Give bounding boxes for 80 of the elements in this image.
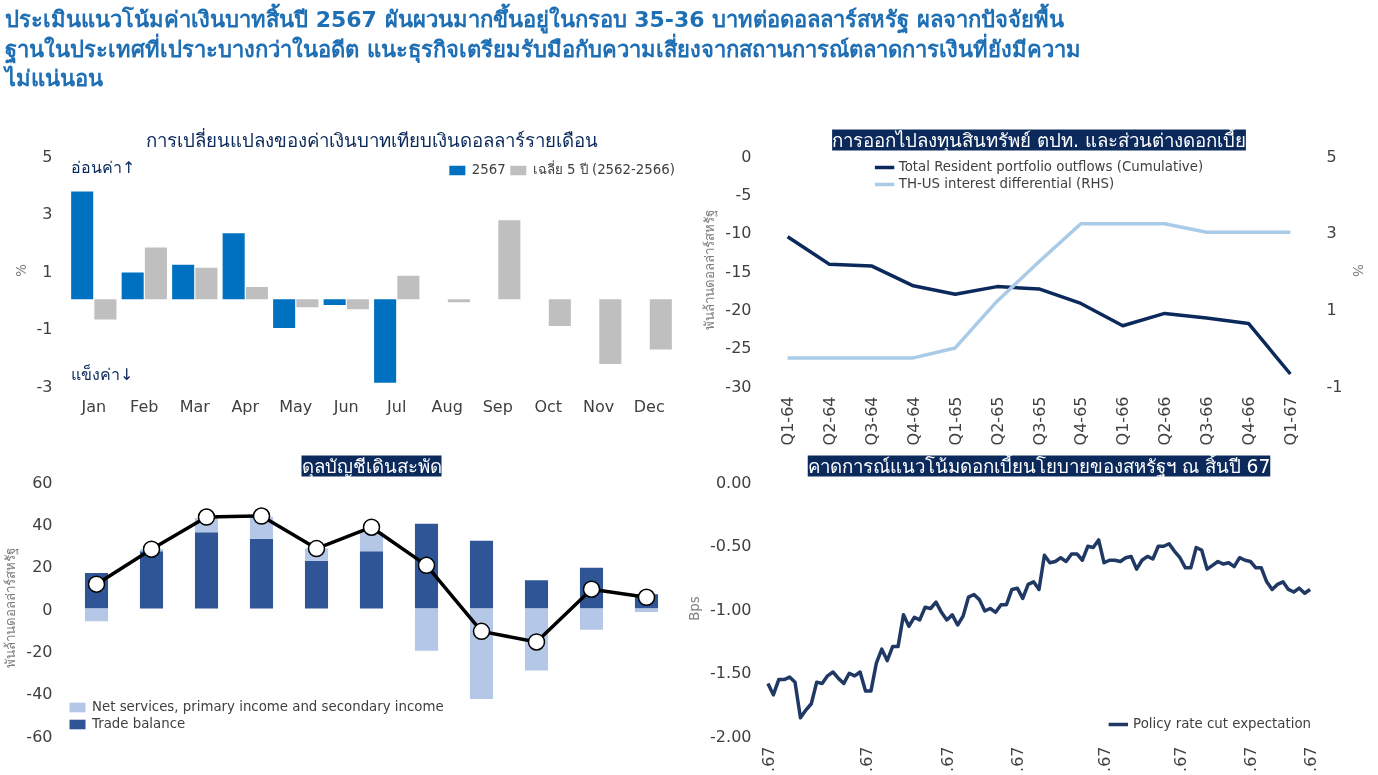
x-tick-label: May [279, 396, 313, 416]
chart-title: ดุลบัญชีเดินสะพัด [301, 455, 442, 479]
y2-axis-title: % [1350, 264, 1366, 277]
y-tick-label: -40 [26, 684, 53, 704]
text: ประเมินแนวโน้มค่าเงินบาทสิ้นปี 2567 ผันผวนมากขึ้นอยู่ในกรอบ 35-36 บาทต่อดอลลาร์สหรัฐ ผลจากปัจจัยพื้นฐานในประเทศที่เปราะบางกว่าในอดีต แนะธุรกิจเตรียมรับมือกับความเสี่ยงจากสถานการณ์ตลาดการเงินที่ยังมีความไม่แน่นอน [5, 5, 1082, 94]
legend-label: 2567 [471, 162, 506, 177]
y-tick-label: 20 [32, 557, 53, 577]
x-tick-label: Q3-65 [1029, 396, 1049, 446]
y-tick-label: 3 [42, 204, 53, 223]
y-tick-label: -60 [26, 726, 53, 746]
x-tick-label: Oct [534, 396, 563, 416]
x-tick-label: .67 [1301, 746, 1321, 772]
x-tick-label: .67 [937, 746, 957, 772]
y-tick-label: -3 [36, 376, 53, 396]
legend-label: TH-US interest differential (RHS) [898, 176, 1115, 191]
y-tick-label: -1.00 [710, 599, 752, 619]
x-tick-label: .67 [758, 746, 778, 772]
chart-title: คาดการณ์แนวโน้มดอกเบี้ยนโยบายของสหรัฐฯ ณ สิ้นปี 67 [807, 452, 1271, 478]
legend-label: Trade balance [92, 716, 186, 731]
y2-tick-label: -1 [1326, 376, 1343, 396]
y-axis-title: % [13, 264, 29, 277]
y-tick-label: 0.00 [715, 472, 752, 492]
y-tick-label: 60 [32, 472, 53, 492]
x-tick-label: Q3-64 [861, 396, 881, 446]
x-tick-label: Q1-67 [1280, 396, 1300, 446]
x-tick-label: Q2-65 [987, 396, 1007, 446]
x-tick-label: Q2-66 [1155, 396, 1175, 446]
x-tick-label: Q2-64 [820, 396, 840, 446]
x-tick-label: .67 [1241, 746, 1261, 772]
x-tick-label: Q1-64 [778, 396, 798, 446]
y-tick-label: -2.00 [710, 726, 752, 746]
x-tick-label: Jul [386, 396, 407, 416]
annotation: อ่อนค่า↑ [71, 157, 136, 177]
x-tick-label: Jan [80, 396, 107, 416]
legend-label: Total Resident portfolio outflows (Cumulative) [898, 159, 1204, 174]
x-tick-label: Jun [332, 396, 359, 416]
x-tick-label: Sep [482, 396, 513, 416]
x-tick-label: Dec [633, 396, 665, 416]
x-tick-label: Q1-65 [945, 396, 965, 446]
x-tick-label: .67 [1008, 746, 1028, 772]
x-tick-label: Q4-66 [1238, 396, 1258, 446]
y-axis-title: Bps [687, 596, 703, 621]
y-tick-label: -30 [725, 376, 752, 396]
y-tick-label: -1 [36, 319, 53, 338]
y2-tick-label: 3 [1326, 223, 1337, 243]
y-tick-label: -15 [725, 261, 752, 281]
y2-tick-label: 5 [1326, 146, 1337, 166]
legend-label: Policy rate cut expectation [1133, 716, 1311, 731]
x-tick-label: .67 [856, 746, 876, 772]
y-tick-label: 0 [42, 599, 53, 619]
y-tick-label: -10 [725, 223, 752, 243]
chart-title: การออกไปลงทุนสินทรัพย์ ตปท. และส่วนต่างดอกเบี้ย [832, 126, 1246, 153]
y-tick-label: -20 [725, 299, 752, 319]
y-tick-label: -1.50 [710, 663, 752, 682]
y2-tick-label: 1 [1326, 299, 1337, 319]
x-tick-label: Q4-65 [1071, 396, 1091, 446]
y-axis-title: พันล้านดอลล่าร์สหรัฐ [702, 210, 719, 331]
x-tick-label: Q3-66 [1197, 396, 1217, 446]
legend-label: เฉลี่ย 5 ปี (2562-2566) [532, 159, 675, 179]
x-tick-label: Mar [179, 396, 211, 416]
x-tick-label: .67 [1170, 746, 1190, 772]
y-tick-label: -25 [725, 338, 752, 358]
x-tick-label: Feb [130, 396, 159, 416]
x-tick-label: Aug [431, 396, 463, 416]
y-tick-label: -0.50 [710, 536, 752, 555]
x-tick-label: .67 [1095, 746, 1115, 772]
y-tick-label: -20 [26, 641, 53, 661]
x-tick-label: Q1-66 [1113, 396, 1133, 446]
x-tick-label: Nov [583, 396, 615, 416]
chart-title: การเปลี่ยนแปลงของค่าเงินบาทเทียบเงินดอลลาร์รายเดือน [145, 127, 598, 151]
y-axis-title: พันล้านดอลล่าร์สหรัฐ [3, 548, 20, 669]
x-tick-label: Q4-64 [903, 396, 923, 446]
y-tick-label: 40 [32, 514, 53, 534]
x-tick-label: Apr [231, 396, 260, 416]
annotation: แข็งค่า↓ [71, 363, 134, 384]
y-tick-label: -5 [735, 184, 752, 204]
y-tick-label: 0 [741, 146, 752, 166]
y-tick-label: 5 [42, 146, 53, 166]
legend-label: Net services, primary income and secondary income [92, 699, 444, 714]
y-tick-label: 1 [42, 261, 53, 281]
